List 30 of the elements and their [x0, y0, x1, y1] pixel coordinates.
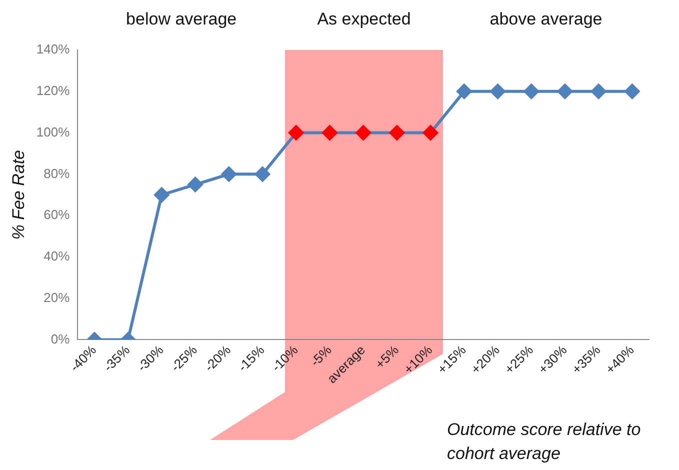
point — [624, 84, 640, 99]
point — [389, 125, 404, 140]
point — [490, 84, 506, 99]
point — [423, 125, 438, 140]
text: above average — [490, 10, 602, 29]
y-axis-title: % Fee Rate — [8, 150, 28, 240]
point — [188, 177, 203, 192]
y-tick-label: 40% — [44, 248, 70, 264]
point — [524, 84, 539, 99]
point — [456, 84, 472, 99]
point — [288, 125, 304, 140]
y-tick-label: 80% — [44, 166, 70, 181]
x-axis-title: Outcome score relative to cohort average — [447, 419, 642, 465]
y-tick-label: 120% — [36, 82, 70, 98]
y-tick-label: 60% — [44, 207, 70, 222]
y-tick-label: 140% — [36, 42, 70, 57]
text: As expected — [317, 10, 411, 29]
point — [221, 166, 236, 182]
x-tick-label: -5% — [307, 342, 335, 370]
text: below average — [126, 10, 237, 29]
y-tick-label: 20% — [44, 290, 70, 305]
point — [356, 125, 371, 140]
y-tick-label: 100% — [36, 124, 70, 140]
y-tick-label: 0% — [50, 331, 70, 346]
point — [557, 84, 572, 99]
x-tick-label: +5% — [372, 342, 402, 372]
point — [322, 125, 338, 140]
point — [154, 187, 170, 202]
point — [255, 166, 270, 182]
point — [591, 84, 606, 99]
